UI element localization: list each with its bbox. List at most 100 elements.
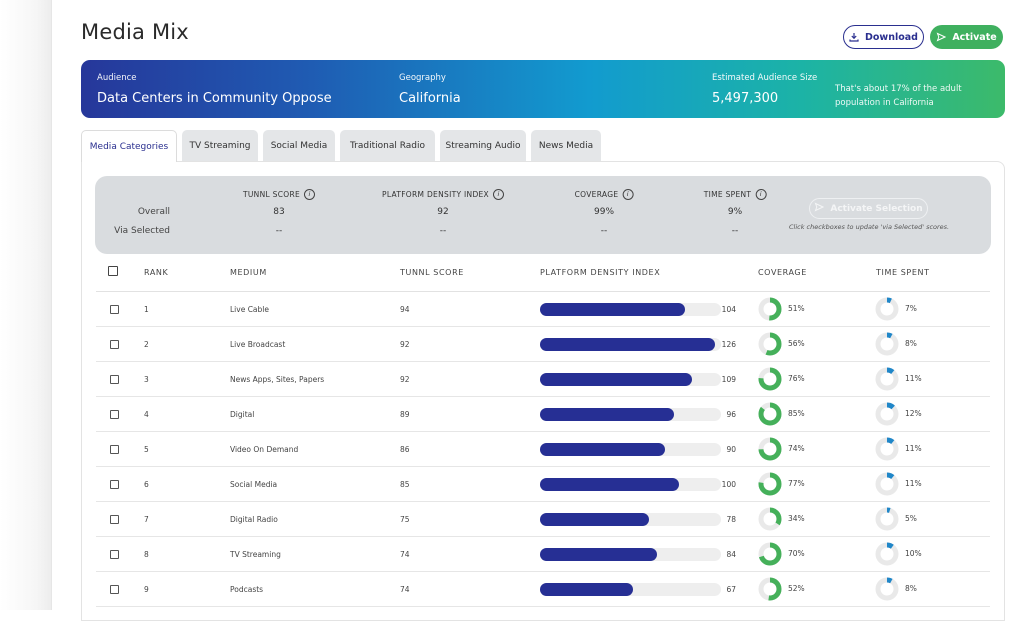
medium-cell: Digital — [230, 410, 255, 419]
overall-pdi: 92 — [437, 207, 449, 217]
time-spent-value: 8% — [905, 584, 917, 593]
select-all-checkbox[interactable] — [108, 266, 118, 276]
column-header-time-spent[interactable]: TIME SPENT — [876, 268, 930, 277]
audience-label: Audience — [97, 73, 137, 83]
row-checkbox[interactable] — [110, 585, 119, 594]
time-spent-donut-track — [875, 472, 899, 496]
sidebar — [0, 0, 52, 610]
activate-button[interactable]: Activate — [930, 25, 1003, 49]
audience-banner: Audience Data Centers in Community Oppos… — [81, 60, 1005, 118]
info-icon[interactable]: i — [755, 189, 767, 200]
activate-selection-button[interactable]: Activate Selection — [809, 198, 928, 219]
coverage-donut-arc — [758, 437, 782, 461]
pdi-value: 84 — [726, 550, 736, 559]
geography-label: Geography — [399, 73, 446, 83]
page-title: Media Mix — [81, 20, 189, 44]
row-checkbox[interactable] — [110, 340, 119, 349]
tunnl-score-cell: 92 — [400, 375, 410, 384]
time-spent-donut-arc — [875, 437, 899, 461]
time-spent-donut-track — [875, 402, 899, 426]
info-icon[interactable]: i — [493, 189, 505, 200]
pdi-value: 90 — [726, 445, 736, 454]
table-row[interactable]: 5 Video On Demand 86 90 74% 11% — [96, 432, 990, 467]
info-icon[interactable]: i — [622, 189, 634, 200]
tab-media-categories[interactable]: Media Categories — [81, 130, 177, 162]
medium-cell: TV Streaming — [230, 550, 281, 559]
tab-traditional-radio[interactable]: Traditional Radio — [340, 130, 435, 161]
time-spent-value: 7% — [905, 304, 917, 313]
coverage-donut-arc — [758, 542, 782, 566]
table-row[interactable]: 7 Digital Radio 75 78 34% 5% — [96, 502, 990, 537]
coverage-value: 70% — [788, 549, 805, 558]
activate-label: Activate — [952, 31, 997, 43]
tab-social-media[interactable]: Social Media — [263, 130, 335, 161]
table-row[interactable]: 2 Live Broadcast 92 126 56% 8% — [96, 327, 990, 362]
time-spent-value: 5% — [905, 514, 917, 523]
pdi-bar-track — [540, 303, 721, 316]
info-icon[interactable]: i — [304, 189, 316, 200]
pdi-value: 100 — [721, 480, 736, 489]
download-button[interactable]: Download — [843, 25, 924, 49]
pdi-value: 126 — [721, 340, 736, 349]
column-header-tunnl-score[interactable]: TUNNL SCORE — [400, 268, 464, 277]
row-checkbox[interactable] — [110, 305, 119, 314]
activate-selection-label: Activate Selection — [830, 203, 923, 214]
row-checkbox[interactable] — [110, 445, 119, 454]
via-coverage: -- — [600, 226, 608, 236]
table-row[interactable]: 1 Live Cable 94 104 51% 7% — [96, 292, 990, 327]
tunnl-score-cell: 74 — [400, 550, 410, 559]
pdi-bar-track — [540, 373, 721, 386]
row-checkbox[interactable] — [110, 375, 119, 384]
row-checkbox[interactable] — [110, 410, 119, 419]
table-row[interactable]: 4 Digital 89 96 85% 12% — [96, 397, 990, 432]
audience-size-value: 5,497,300 — [712, 91, 779, 106]
column-header-rank[interactable]: RANK — [144, 268, 169, 277]
time-spent-donut — [875, 367, 899, 391]
coverage-value: 85% — [788, 409, 805, 418]
time-spent-value: 10% — [905, 549, 922, 558]
coverage-donut-arc — [758, 577, 782, 601]
audience-value: Data Centers in Community Oppose — [97, 91, 332, 106]
pdi-bar-track — [540, 513, 721, 526]
overall-label: Overall — [137, 207, 170, 217]
time-spent-donut-track — [875, 367, 899, 391]
pdi-bar-track — [540, 338, 721, 351]
pdi-value: 104 — [721, 305, 736, 314]
coverage-donut-arc — [758, 402, 782, 426]
time-spent-value: 11% — [905, 374, 922, 383]
tab-tv-streaming[interactable]: TV Streaming — [182, 130, 258, 161]
column-header-medium[interactable]: MEDIUM — [230, 268, 267, 277]
row-checkbox[interactable] — [110, 480, 119, 489]
pdi-bar-fill — [540, 408, 674, 421]
tunnl-score-cell: 85 — [400, 480, 410, 489]
audience-size-label: Estimated Audience Size — [712, 73, 818, 83]
row-checkbox[interactable] — [110, 515, 119, 524]
coverage-value: 77% — [788, 479, 805, 488]
coverage-donut-arc — [758, 297, 782, 321]
time-spent-donut — [875, 437, 899, 461]
pdi-bar-track — [540, 408, 721, 421]
coverage-donut — [758, 297, 782, 321]
pdi-bar-fill — [540, 478, 680, 491]
time-spent-donut — [875, 542, 899, 566]
table-row[interactable]: 6 Social Media 85 100 77% 11% — [96, 467, 990, 502]
pdi-bar-fill — [540, 443, 666, 456]
row-checkbox[interactable] — [110, 550, 119, 559]
table-row[interactable]: 8 TV Streaming 74 84 70% 10% — [96, 537, 990, 572]
column-header-pdi[interactable]: PLATFORM DENSITY INDEX — [540, 268, 661, 277]
table-row[interactable]: 9 Podcasts 74 67 52% 8% — [96, 572, 990, 607]
column-header-coverage[interactable]: COVERAGE — [758, 268, 807, 277]
time-spent-donut-track — [875, 507, 899, 531]
summary-header-pdi: PLATFORM DENSITY INDEX i — [382, 189, 505, 200]
medium-cell: Podcasts — [230, 585, 264, 594]
time-spent-donut-arc — [875, 402, 899, 426]
table-row[interactable]: 3 News Apps, Sites, Papers 92 109 76% 11% — [96, 362, 990, 397]
tab-streaming-audio[interactable]: Streaming Audio — [440, 130, 526, 161]
tab-news-media[interactable]: News Media — [531, 130, 601, 161]
summary-header-time-label: TIME SPENT — [703, 190, 752, 199]
rank-cell: 1 — [144, 305, 149, 314]
via-selected-label: Via Selected — [114, 226, 170, 236]
summary-header-coverage: COVERAGE i — [575, 189, 634, 200]
time-spent-donut-arc — [875, 332, 899, 356]
sidebar-divider — [51, 0, 52, 610]
